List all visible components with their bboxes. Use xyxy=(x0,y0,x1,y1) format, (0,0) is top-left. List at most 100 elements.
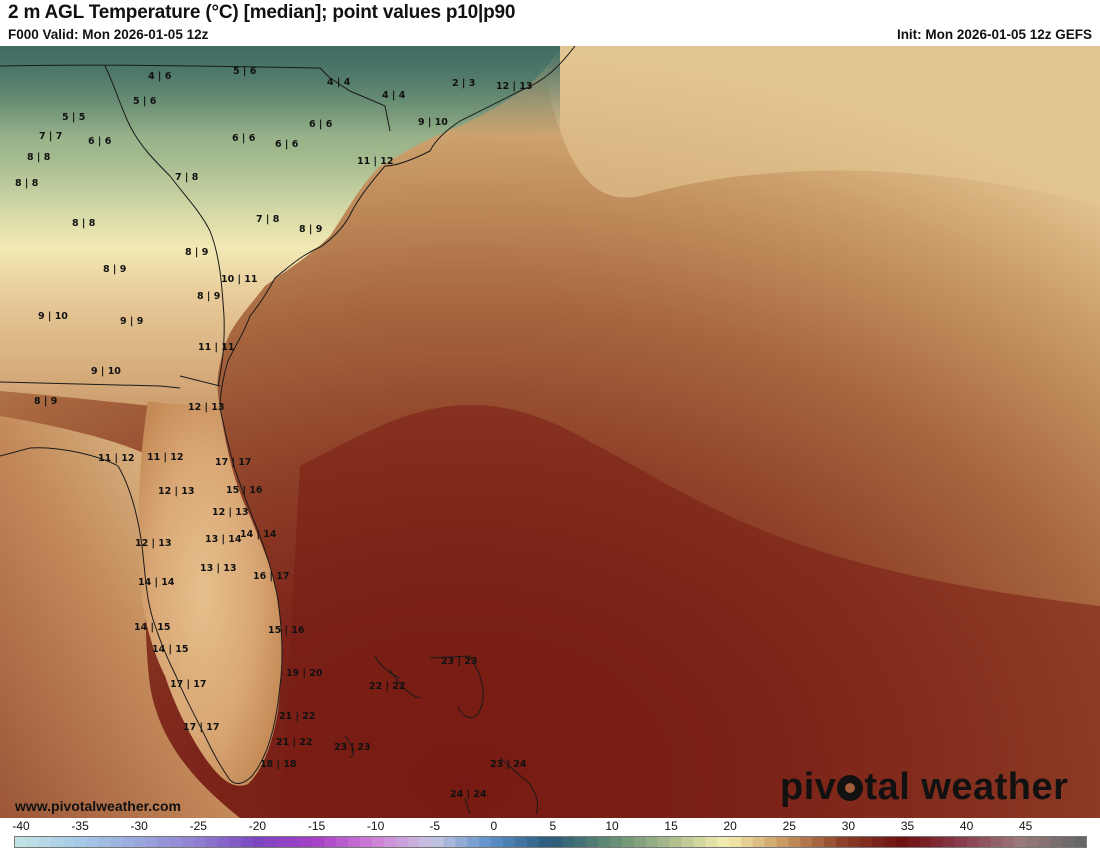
scale-tick-label: -15 xyxy=(307,819,326,833)
scale-segment xyxy=(300,837,313,847)
scale-tick-label: 10 xyxy=(605,819,619,833)
scale-segment xyxy=(919,837,932,847)
scale-segment xyxy=(217,837,230,847)
scale-tick-label: 5 xyxy=(549,819,557,833)
point-value: 14 | 14 xyxy=(138,577,175,588)
point-value: 12 | 13 xyxy=(496,81,533,92)
scale-segment xyxy=(538,837,551,847)
scale-tick-label: -5 xyxy=(429,819,441,833)
scale-segment xyxy=(134,837,147,847)
point-value: 16 | 17 xyxy=(253,571,290,582)
scale-segment xyxy=(931,837,944,847)
scale-segment xyxy=(86,837,99,847)
scale-segment xyxy=(978,837,992,847)
scale-segment xyxy=(348,837,361,847)
point-value: 12 | 13 xyxy=(212,507,249,518)
scale-segment xyxy=(621,837,635,847)
point-value: 8 | 8 xyxy=(15,178,39,189)
scale-segment xyxy=(479,837,492,847)
point-value: 8 | 9 xyxy=(34,396,57,407)
brand-text-left: piv xyxy=(780,766,837,808)
point-value: 8 | 8 xyxy=(72,218,96,229)
point-value: 5 | 6 xyxy=(233,66,257,77)
scale-tick-label: -35 xyxy=(71,819,89,833)
point-value: 6 | 6 xyxy=(309,119,333,130)
point-value: 11 | 11 xyxy=(198,342,235,353)
scale-tick-label: 35 xyxy=(900,819,915,833)
scale-segment xyxy=(610,837,623,847)
scale-segment xyxy=(502,837,516,847)
point-values: 4 | 6 5 | 6 4 | 4 2 | 3 12 | 13 5 | 6 4 … xyxy=(15,66,533,800)
point-value: 7 | 7 xyxy=(39,131,62,142)
scale-segment xyxy=(776,837,789,847)
sun-icon xyxy=(837,775,864,801)
point-value: 9 | 10 xyxy=(91,366,121,377)
scale-segment xyxy=(360,837,373,847)
point-value: 4 | 4 xyxy=(382,90,406,101)
scale-segment xyxy=(967,837,980,847)
point-value: 17 | 17 xyxy=(183,722,220,733)
point-value: 8 | 9 xyxy=(185,247,208,258)
scale-segment xyxy=(943,837,956,847)
scale-segment xyxy=(788,837,801,847)
scale-segment xyxy=(907,837,920,847)
scale-segment xyxy=(324,837,337,847)
point-value: 21 | 22 xyxy=(276,737,313,748)
scale-segment xyxy=(264,837,278,847)
scale-segment xyxy=(562,837,575,847)
website-url: www.pivotalweather.com xyxy=(15,798,181,814)
scale-segment xyxy=(859,837,873,847)
point-value: 8 | 9 xyxy=(197,291,220,302)
point-value: 14 | 15 xyxy=(152,644,189,655)
scale-segment xyxy=(836,837,849,847)
point-value: 5 | 6 xyxy=(133,96,157,107)
scale-segment xyxy=(883,837,896,847)
point-value: 14 | 15 xyxy=(134,622,171,633)
scale-segment xyxy=(871,837,884,847)
scale-segment xyxy=(74,837,87,847)
scale-segment xyxy=(145,837,159,847)
point-value: 14 | 14 xyxy=(240,529,277,540)
scale-segment xyxy=(312,837,325,847)
valid-time: F000 Valid: Mon 2026-01-05 12z xyxy=(8,27,209,42)
scale-segment xyxy=(729,837,742,847)
scale-segment xyxy=(955,837,968,847)
point-value: 23 | 23 xyxy=(334,742,371,753)
point-value: 23 | 23 xyxy=(441,656,478,667)
scale-segment xyxy=(122,837,135,847)
scale-segment xyxy=(645,837,658,847)
scale-segment xyxy=(419,837,432,847)
scale-segment xyxy=(1038,837,1051,847)
coastlines xyxy=(0,46,576,815)
scale-segment xyxy=(740,837,754,847)
scale-segment xyxy=(193,837,206,847)
scale-segment xyxy=(62,837,75,847)
scale-segment xyxy=(383,837,397,847)
point-value: 8 | 9 xyxy=(103,264,126,275)
point-value: 23 | 24 xyxy=(490,759,527,770)
scale-tick-label: 15 xyxy=(664,819,678,833)
scale-segment xyxy=(633,837,646,847)
point-value: 24 | 24 xyxy=(450,789,487,800)
scale-segment xyxy=(1014,837,1027,847)
scale-segment xyxy=(800,837,813,847)
scale-segment xyxy=(1062,837,1075,847)
scale-segment xyxy=(1026,837,1039,847)
scale-segment xyxy=(26,837,40,847)
point-value: 12 | 13 xyxy=(158,486,195,497)
point-value: 6 | 6 xyxy=(232,133,256,144)
point-value: 11 | 12 xyxy=(357,156,394,167)
scale-segment xyxy=(598,837,611,847)
scale-segment xyxy=(455,837,468,847)
temperature-map[interactable]: 4 | 6 5 | 6 4 | 4 2 | 3 12 | 13 5 | 6 4 … xyxy=(0,46,1100,818)
scale-segment xyxy=(253,837,266,847)
point-value: 13 | 13 xyxy=(200,563,237,574)
scale-segment xyxy=(1002,837,1015,847)
scale-segment xyxy=(705,837,718,847)
point-value: 17 | 17 xyxy=(215,457,252,468)
florida-peninsula xyxy=(138,401,282,786)
scale-segment xyxy=(336,837,349,847)
point-value: 12 | 13 xyxy=(188,402,225,413)
point-value: 18 | 18 xyxy=(260,759,297,770)
point-value: 6 | 6 xyxy=(88,136,112,147)
